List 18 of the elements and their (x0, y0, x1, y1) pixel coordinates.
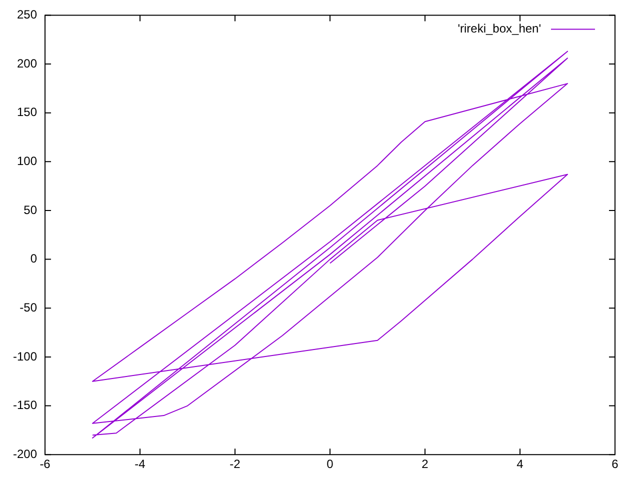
y-tick-label: -100 (12, 349, 38, 364)
y-tick-label: -150 (12, 398, 38, 412)
x-tick-label: -4 (134, 457, 146, 472)
y-tick-label: 50 (24, 202, 38, 217)
y-tick-label: 250 (16, 8, 38, 22)
x-tick-label: -6 (40, 457, 51, 472)
y-tick-label: -50 (20, 300, 38, 314)
y-tick-label: 200 (16, 56, 38, 70)
x-tick-label: 2 (422, 457, 429, 472)
y-tick-label: 0 (30, 252, 38, 266)
x-tick-label: 4 (516, 457, 524, 472)
y-tick-label: 100 (16, 154, 38, 168)
legend-label: 'rireki_box_hen' (458, 22, 541, 36)
y-tick-label: 150 (16, 105, 38, 120)
x-tick-label: 0 (326, 457, 334, 472)
y-tick-label: -200 (12, 446, 38, 461)
x-tick-label: -2 (230, 457, 241, 472)
x-tick-label: 6 (612, 457, 619, 472)
